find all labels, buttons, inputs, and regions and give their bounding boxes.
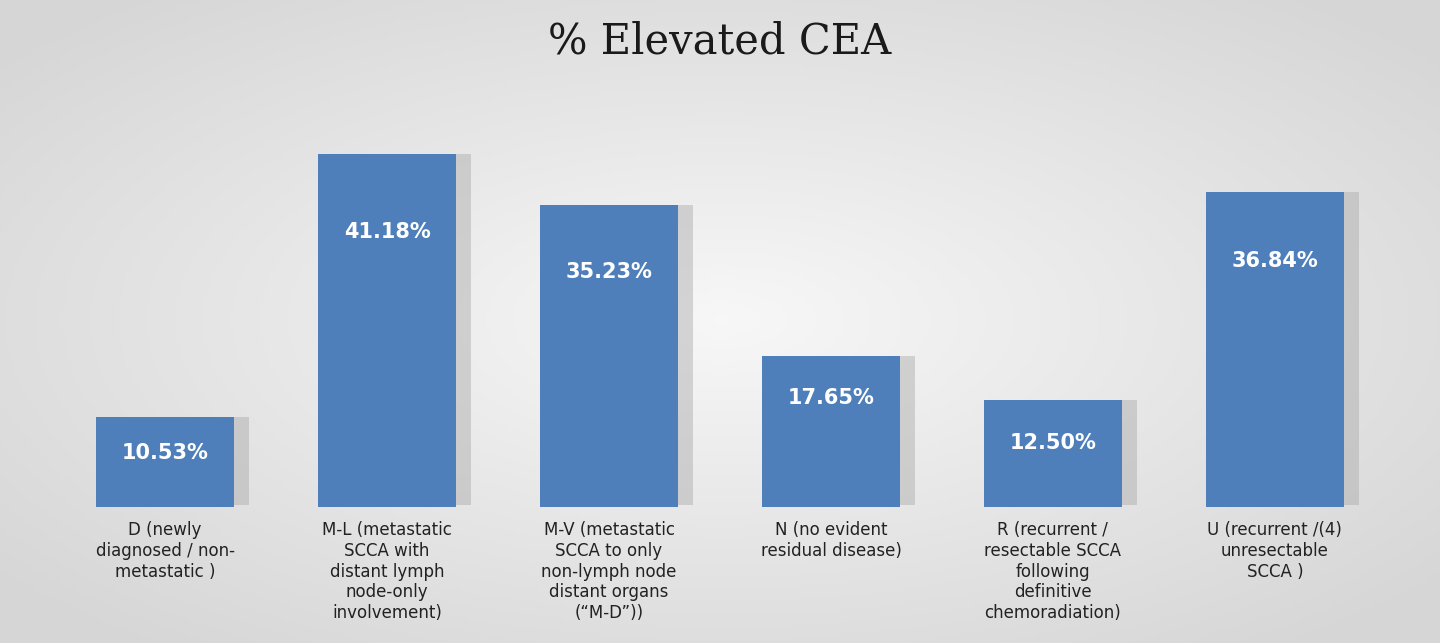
Bar <box>96 417 233 507</box>
Bar <box>556 205 694 505</box>
Text: 36.84%: 36.84% <box>1231 251 1318 271</box>
Text: 41.18%: 41.18% <box>344 222 431 242</box>
Bar <box>999 400 1138 505</box>
Bar <box>112 417 249 505</box>
Bar <box>1221 192 1359 505</box>
Text: 12.50%: 12.50% <box>1009 433 1096 453</box>
Bar <box>1207 192 1344 507</box>
Text: 17.65%: 17.65% <box>788 388 874 408</box>
Bar <box>318 154 456 507</box>
Text: 35.23%: 35.23% <box>566 262 652 282</box>
Bar <box>778 356 916 505</box>
Bar <box>334 154 471 505</box>
Bar <box>762 356 900 507</box>
Title: % Elevated CEA: % Elevated CEA <box>549 21 891 63</box>
Text: 10.53%: 10.53% <box>121 443 209 463</box>
Bar <box>984 400 1122 507</box>
Bar <box>540 205 678 507</box>
